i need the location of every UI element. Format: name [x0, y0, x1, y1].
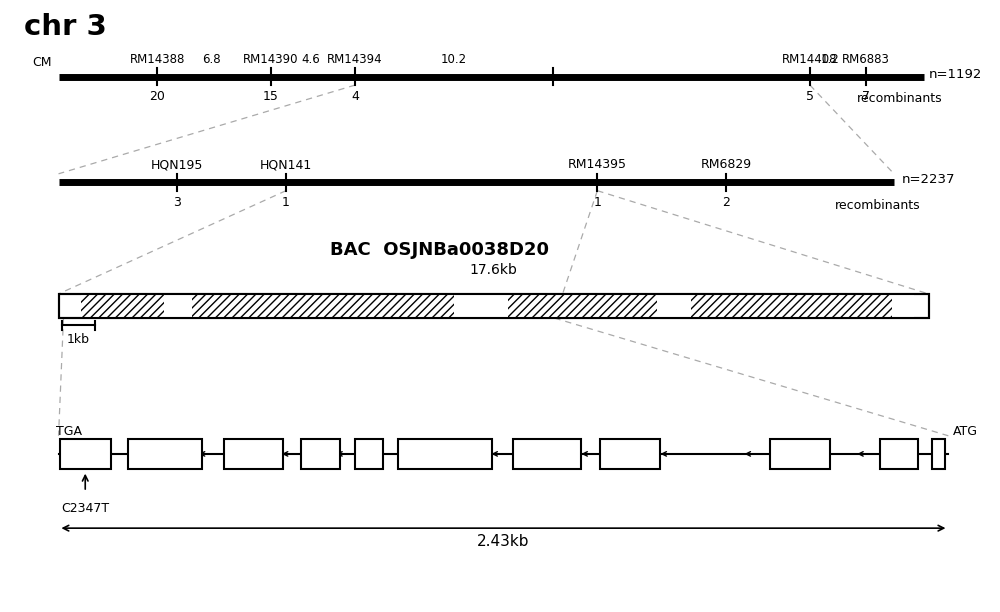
- Text: recombinants: recombinants: [835, 198, 920, 212]
- Bar: [600, 439, 660, 469]
- Bar: [513, 439, 581, 469]
- Text: HQN141: HQN141: [260, 159, 312, 171]
- Text: RM6829: RM6829: [700, 159, 751, 171]
- Text: 2.43kb: 2.43kb: [477, 534, 530, 549]
- Bar: [301, 439, 340, 469]
- Bar: [932, 439, 945, 469]
- Text: 3: 3: [173, 195, 181, 209]
- Text: n=2237: n=2237: [902, 173, 955, 186]
- Text: 4.6: 4.6: [301, 53, 320, 65]
- Bar: [59, 294, 929, 318]
- Bar: [59, 294, 929, 318]
- Bar: [657, 294, 691, 318]
- Text: 6.8: 6.8: [202, 53, 221, 65]
- Bar: [508, 294, 657, 318]
- Text: 1kb: 1kb: [67, 332, 90, 346]
- Bar: [192, 294, 454, 318]
- Text: HQN195: HQN195: [151, 159, 203, 171]
- Text: 20: 20: [149, 90, 165, 103]
- Text: 17.6kb: 17.6kb: [470, 263, 517, 277]
- Bar: [355, 439, 383, 469]
- Bar: [128, 439, 202, 469]
- Text: 1: 1: [593, 195, 601, 209]
- Text: RM14394: RM14394: [327, 53, 383, 65]
- Text: 15: 15: [263, 90, 279, 103]
- Text: CM: CM: [32, 56, 52, 69]
- Bar: [398, 439, 492, 469]
- Bar: [892, 294, 914, 318]
- Text: chr 3: chr 3: [24, 13, 107, 41]
- Text: RM14388: RM14388: [130, 53, 185, 65]
- Bar: [60, 439, 111, 469]
- Text: 10.2: 10.2: [441, 53, 467, 65]
- Text: recombinants: recombinants: [856, 92, 942, 105]
- Text: RM6883: RM6883: [842, 53, 890, 65]
- Text: BAC  OSJNBa0038D20: BAC OSJNBa0038D20: [330, 242, 549, 259]
- Text: RM14390: RM14390: [243, 53, 299, 65]
- Text: C2347T: C2347T: [62, 502, 110, 515]
- Text: n=1192: n=1192: [929, 68, 982, 81]
- Bar: [770, 439, 830, 469]
- Text: 2: 2: [722, 195, 730, 209]
- Bar: [164, 294, 192, 318]
- Bar: [81, 294, 164, 318]
- Text: 1: 1: [282, 195, 290, 209]
- Bar: [454, 294, 508, 318]
- Text: TGA: TGA: [56, 425, 82, 438]
- Text: RM14395: RM14395: [568, 159, 627, 171]
- Text: 5: 5: [806, 90, 814, 103]
- Text: ATG: ATG: [953, 425, 978, 438]
- Bar: [880, 439, 918, 469]
- Bar: [691, 294, 892, 318]
- Text: 7: 7: [862, 90, 870, 103]
- Text: 4: 4: [351, 90, 359, 103]
- Text: RM14408: RM14408: [782, 53, 838, 65]
- Text: 1.2: 1.2: [820, 53, 839, 65]
- Bar: [224, 439, 283, 469]
